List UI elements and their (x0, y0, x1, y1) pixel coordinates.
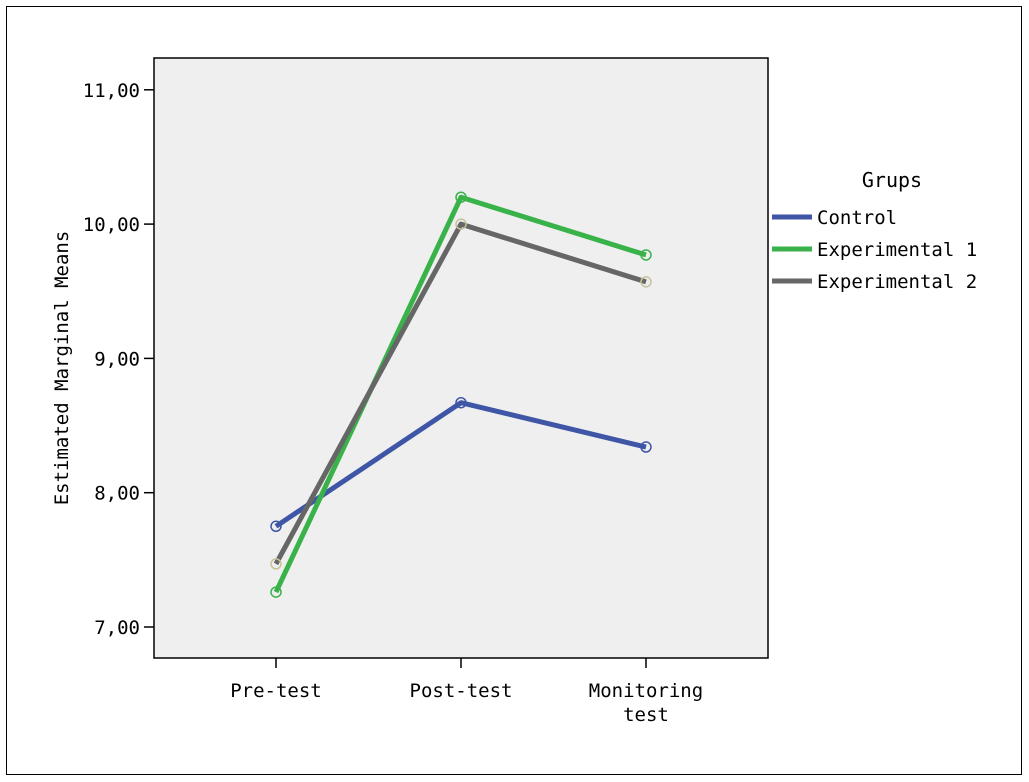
legend: Grups Control Experimental 1 Experimental … (772, 168, 977, 293)
y-tick-label: 9,00 (94, 348, 140, 370)
legend-entry: Experimental 1 (817, 239, 977, 261)
data-point (455, 396, 467, 409)
x-tick-label: Pre-test (230, 680, 322, 702)
data-point (270, 520, 282, 533)
series-line-2 (273, 221, 647, 566)
legend-entry: Control (817, 207, 897, 229)
x-tick-label: Post-test (410, 680, 513, 702)
data-point (455, 218, 467, 230)
legend-entry: Experimental 2 (817, 271, 977, 293)
y-tick-label: 11,00 (83, 80, 140, 102)
y-axis-title: Estimated Marginal Means (51, 231, 73, 506)
data-point (270, 586, 282, 598)
data-point (640, 249, 652, 261)
x-tick-label: test (623, 704, 669, 726)
y-tick-label: 7,00 (94, 617, 140, 639)
plot-area (153, 57, 769, 659)
data-point (640, 276, 652, 288)
data-point (455, 191, 467, 203)
data-point (640, 441, 652, 453)
y-tick-label: 10,00 (83, 214, 140, 236)
x-tick-label: Monitoring (589, 680, 703, 702)
legend-title: Grups (862, 168, 922, 192)
series-line-1 (273, 194, 647, 594)
series-line-0 (274, 400, 647, 529)
series-layer (270, 191, 652, 598)
y-tick-label: 8,00 (94, 483, 140, 505)
y-axis: 7,00 8,00 9,00 10,00 11,00 (83, 80, 154, 639)
data-point (270, 558, 282, 570)
